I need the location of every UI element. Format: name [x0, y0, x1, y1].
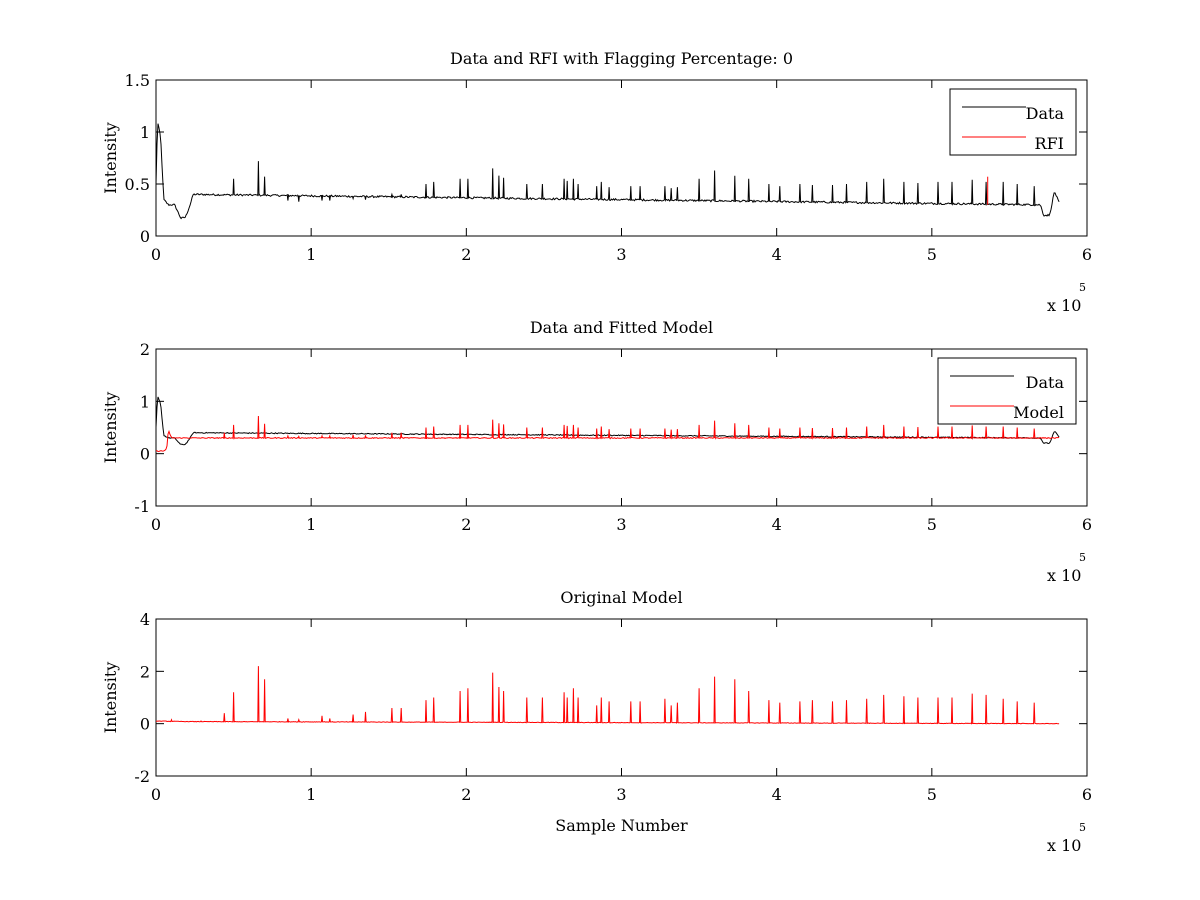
x-tick-label: 0	[151, 785, 161, 804]
legend-label-rfi: RFI	[1035, 134, 1064, 153]
x-tick-label: 0	[151, 245, 161, 264]
legend-label-data: Data	[1026, 104, 1065, 123]
y-axis-label: Intensity	[101, 122, 120, 194]
y-tick-label: 1	[140, 123, 150, 142]
legend-box	[949, 88, 1077, 156]
x-tick-label: 3	[616, 785, 626, 804]
y-tick-label: 2	[140, 340, 150, 359]
chart-title: Data and Fitted Model	[530, 318, 713, 337]
x-tick-label: 3	[616, 245, 626, 264]
x-tick-label: 4	[772, 515, 782, 534]
y-tick-label: 0.5	[125, 175, 150, 194]
y-axis-label: Intensity	[101, 662, 120, 734]
y-tick-label: 0	[140, 227, 150, 246]
y-tick-label: 0	[140, 715, 150, 734]
x-tick-label: 5	[927, 245, 937, 264]
y-tick-label: 0	[140, 445, 150, 464]
x-tick-label: 6	[1082, 245, 1092, 264]
y-tick-label: 4	[140, 610, 150, 629]
x-tick-label: 2	[461, 245, 471, 264]
x-tick-label: 4	[772, 785, 782, 804]
x-tick-label: 5	[927, 515, 937, 534]
legend: Data RFI	[949, 88, 1077, 156]
series-data-line	[156, 396, 1060, 446]
x-tick-label: 1	[306, 245, 316, 264]
x-tick-label: 6	[1082, 785, 1092, 804]
y-axis-label: Intensity	[101, 392, 120, 464]
series-model-line	[156, 415, 1060, 453]
legend-box	[937, 357, 1077, 425]
y-tick-label: 2	[140, 662, 150, 681]
legend-label-model: Model	[1013, 403, 1064, 422]
series-model-line	[156, 666, 1060, 725]
x-tick-label: 2	[461, 785, 471, 804]
x-tick-label: 2	[461, 515, 471, 534]
x-scale-multiplier: x 10	[1047, 566, 1081, 585]
legend-label-data: Data	[1026, 373, 1065, 392]
x-axis-label: Sample Number	[555, 816, 688, 835]
x-tick-label: 0	[151, 515, 161, 534]
chart-title: Original Model	[560, 588, 682, 607]
x-scale-multiplier: x 10	[1047, 836, 1081, 855]
x-scale-exponent: 5	[1079, 281, 1086, 294]
x-tick-label: 4	[772, 245, 782, 264]
subplots: Data and RFI with Flagging Percentage: 0…	[101, 49, 1092, 855]
x-tick-label: 1	[306, 785, 316, 804]
subplot-1: Data and RFI with Flagging Percentage: 0…	[101, 49, 1092, 315]
y-tick-label: 1.5	[125, 71, 150, 90]
x-scale-exponent: 5	[1079, 821, 1086, 834]
x-tick-label: 5	[927, 785, 937, 804]
x-tick-label: 1	[306, 515, 316, 534]
y-tick-label: 1	[140, 392, 150, 411]
series-data-line	[156, 123, 1060, 220]
x-scale-multiplier: x 10	[1047, 296, 1081, 315]
legend: Data Model	[937, 357, 1077, 425]
y-tick-label: -1	[134, 497, 150, 516]
x-scale-exponent: 5	[1079, 551, 1086, 564]
x-tick-label: 6	[1082, 515, 1092, 534]
y-tick-label: -2	[134, 767, 150, 786]
chart-title: Data and RFI with Flagging Percentage: 0	[450, 49, 793, 68]
x-tick-label: 3	[616, 515, 626, 534]
